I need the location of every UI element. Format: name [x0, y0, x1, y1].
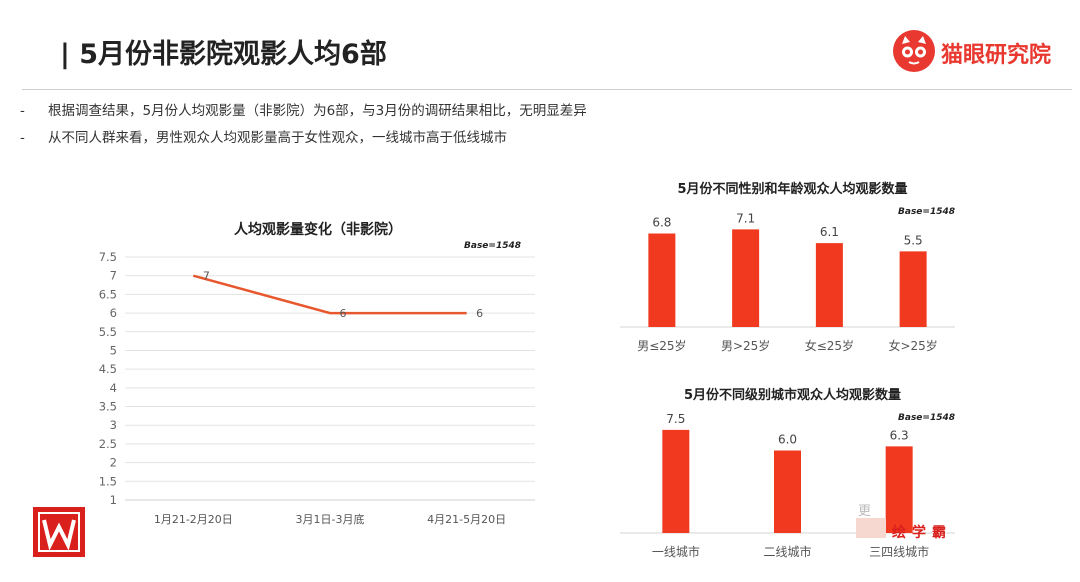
data-label: 6	[476, 307, 483, 320]
y-tick-label: 1	[110, 493, 117, 507]
chart-title: 人均观影量变化（非影院）	[234, 221, 402, 238]
data-label: 6	[340, 307, 347, 320]
x-tick-label: 3月1日-3月底	[296, 512, 365, 526]
y-tick-label: 4.5	[99, 362, 117, 376]
y-tick-label: 7	[110, 269, 117, 283]
bullet-text: 根据调查结果，5月份人均观影量（非影院）为6部，与3月份的调研结果相比，无明显差…	[48, 103, 587, 119]
y-tick-label: 7.5	[99, 250, 117, 264]
y-tick-label: 3.5	[99, 400, 117, 414]
data-label: 5.5	[904, 233, 923, 247]
page-title: | 5月份非影院观影人均6部	[60, 39, 387, 70]
watermark-box	[856, 518, 886, 538]
y-tick-label: 2.5	[99, 437, 117, 451]
series-line	[193, 274, 467, 315]
x-tick-label: 一线城市	[652, 544, 700, 559]
brand-w-logo	[31, 505, 87, 559]
x-tick-label: 女≤25岁	[805, 338, 854, 353]
data-label: 7.1	[736, 211, 755, 225]
base-label: Base=1548	[898, 413, 955, 423]
y-tick-label: 5.5	[99, 325, 117, 339]
x-tick-label: 1月21-2月20日	[154, 513, 233, 526]
watermark: 更 绘学霸	[856, 496, 964, 546]
bar	[899, 251, 927, 327]
data-label: 6.0	[778, 433, 797, 447]
bar-chart-city-tier: 5月份不同级别城市观众人均观影数量 Base=1548 7.5 一线城市 6.0 二线城市…	[620, 387, 955, 559]
x-tick-label: 二线城市	[763, 544, 811, 559]
bar	[774, 450, 801, 533]
x-tick-label: 三四线城市	[869, 544, 929, 559]
watermark-top-text: 更	[858, 504, 872, 519]
bullet-dash: -	[20, 103, 25, 119]
x-tick-label: 男≤25岁	[637, 338, 686, 353]
chart-title: 5月份不同性别和年龄观众人均观影数量	[677, 181, 907, 197]
bar	[732, 229, 760, 327]
bullet-text: 从不同人群来看，男性观众人均观影量高于女性观众，一线城市高于低线城市	[48, 130, 507, 146]
bullet-dash: -	[20, 130, 25, 146]
y-tick-label: 1.5	[99, 474, 117, 488]
y-tick-label: 2	[110, 456, 117, 470]
base-label: Base=1548	[464, 241, 521, 251]
data-label: 7	[203, 270, 210, 283]
bar	[648, 233, 676, 327]
watermark-text: 绘学霸	[892, 525, 952, 541]
x-tick-label: 4月21-5月20日	[427, 513, 506, 526]
data-label: 7.5	[666, 412, 685, 426]
cat-logo-icon	[893, 30, 935, 72]
x-tick-label: 女>25岁	[888, 338, 937, 353]
y-tick-label: 3	[110, 418, 117, 432]
bar	[885, 446, 913, 533]
x-tick-label: 男>25岁	[721, 338, 770, 353]
chart-title: 5月份不同级别城市观众人均观影数量	[684, 387, 901, 403]
data-label: 6.3	[890, 428, 909, 442]
logo-text: 猫眼研究院	[941, 43, 1052, 68]
header-divider	[22, 89, 1072, 90]
data-label: 6.1	[820, 225, 839, 239]
y-tick-label: 5	[110, 343, 117, 357]
y-tick-label: 4	[110, 381, 117, 395]
bar	[815, 243, 843, 327]
y-tick-label: 6	[110, 306, 117, 320]
bar-chart-gender-age: 5月份不同性别和年龄观众人均观影数量 Base=1548 6.8 男≤25岁 7.1 男>…	[620, 181, 955, 353]
bar	[662, 429, 690, 533]
base-label: Base=1548	[898, 207, 955, 217]
y-tick-label: 6.5	[99, 287, 117, 301]
logo: 猫眼研究院	[893, 30, 1073, 74]
line-chart: 人均观影量变化（非影院） Base=1548 1 1.5 2 2.5 3 3.5 4 4.5 5 5.…	[99, 221, 535, 526]
data-label: 6.8	[652, 216, 671, 230]
